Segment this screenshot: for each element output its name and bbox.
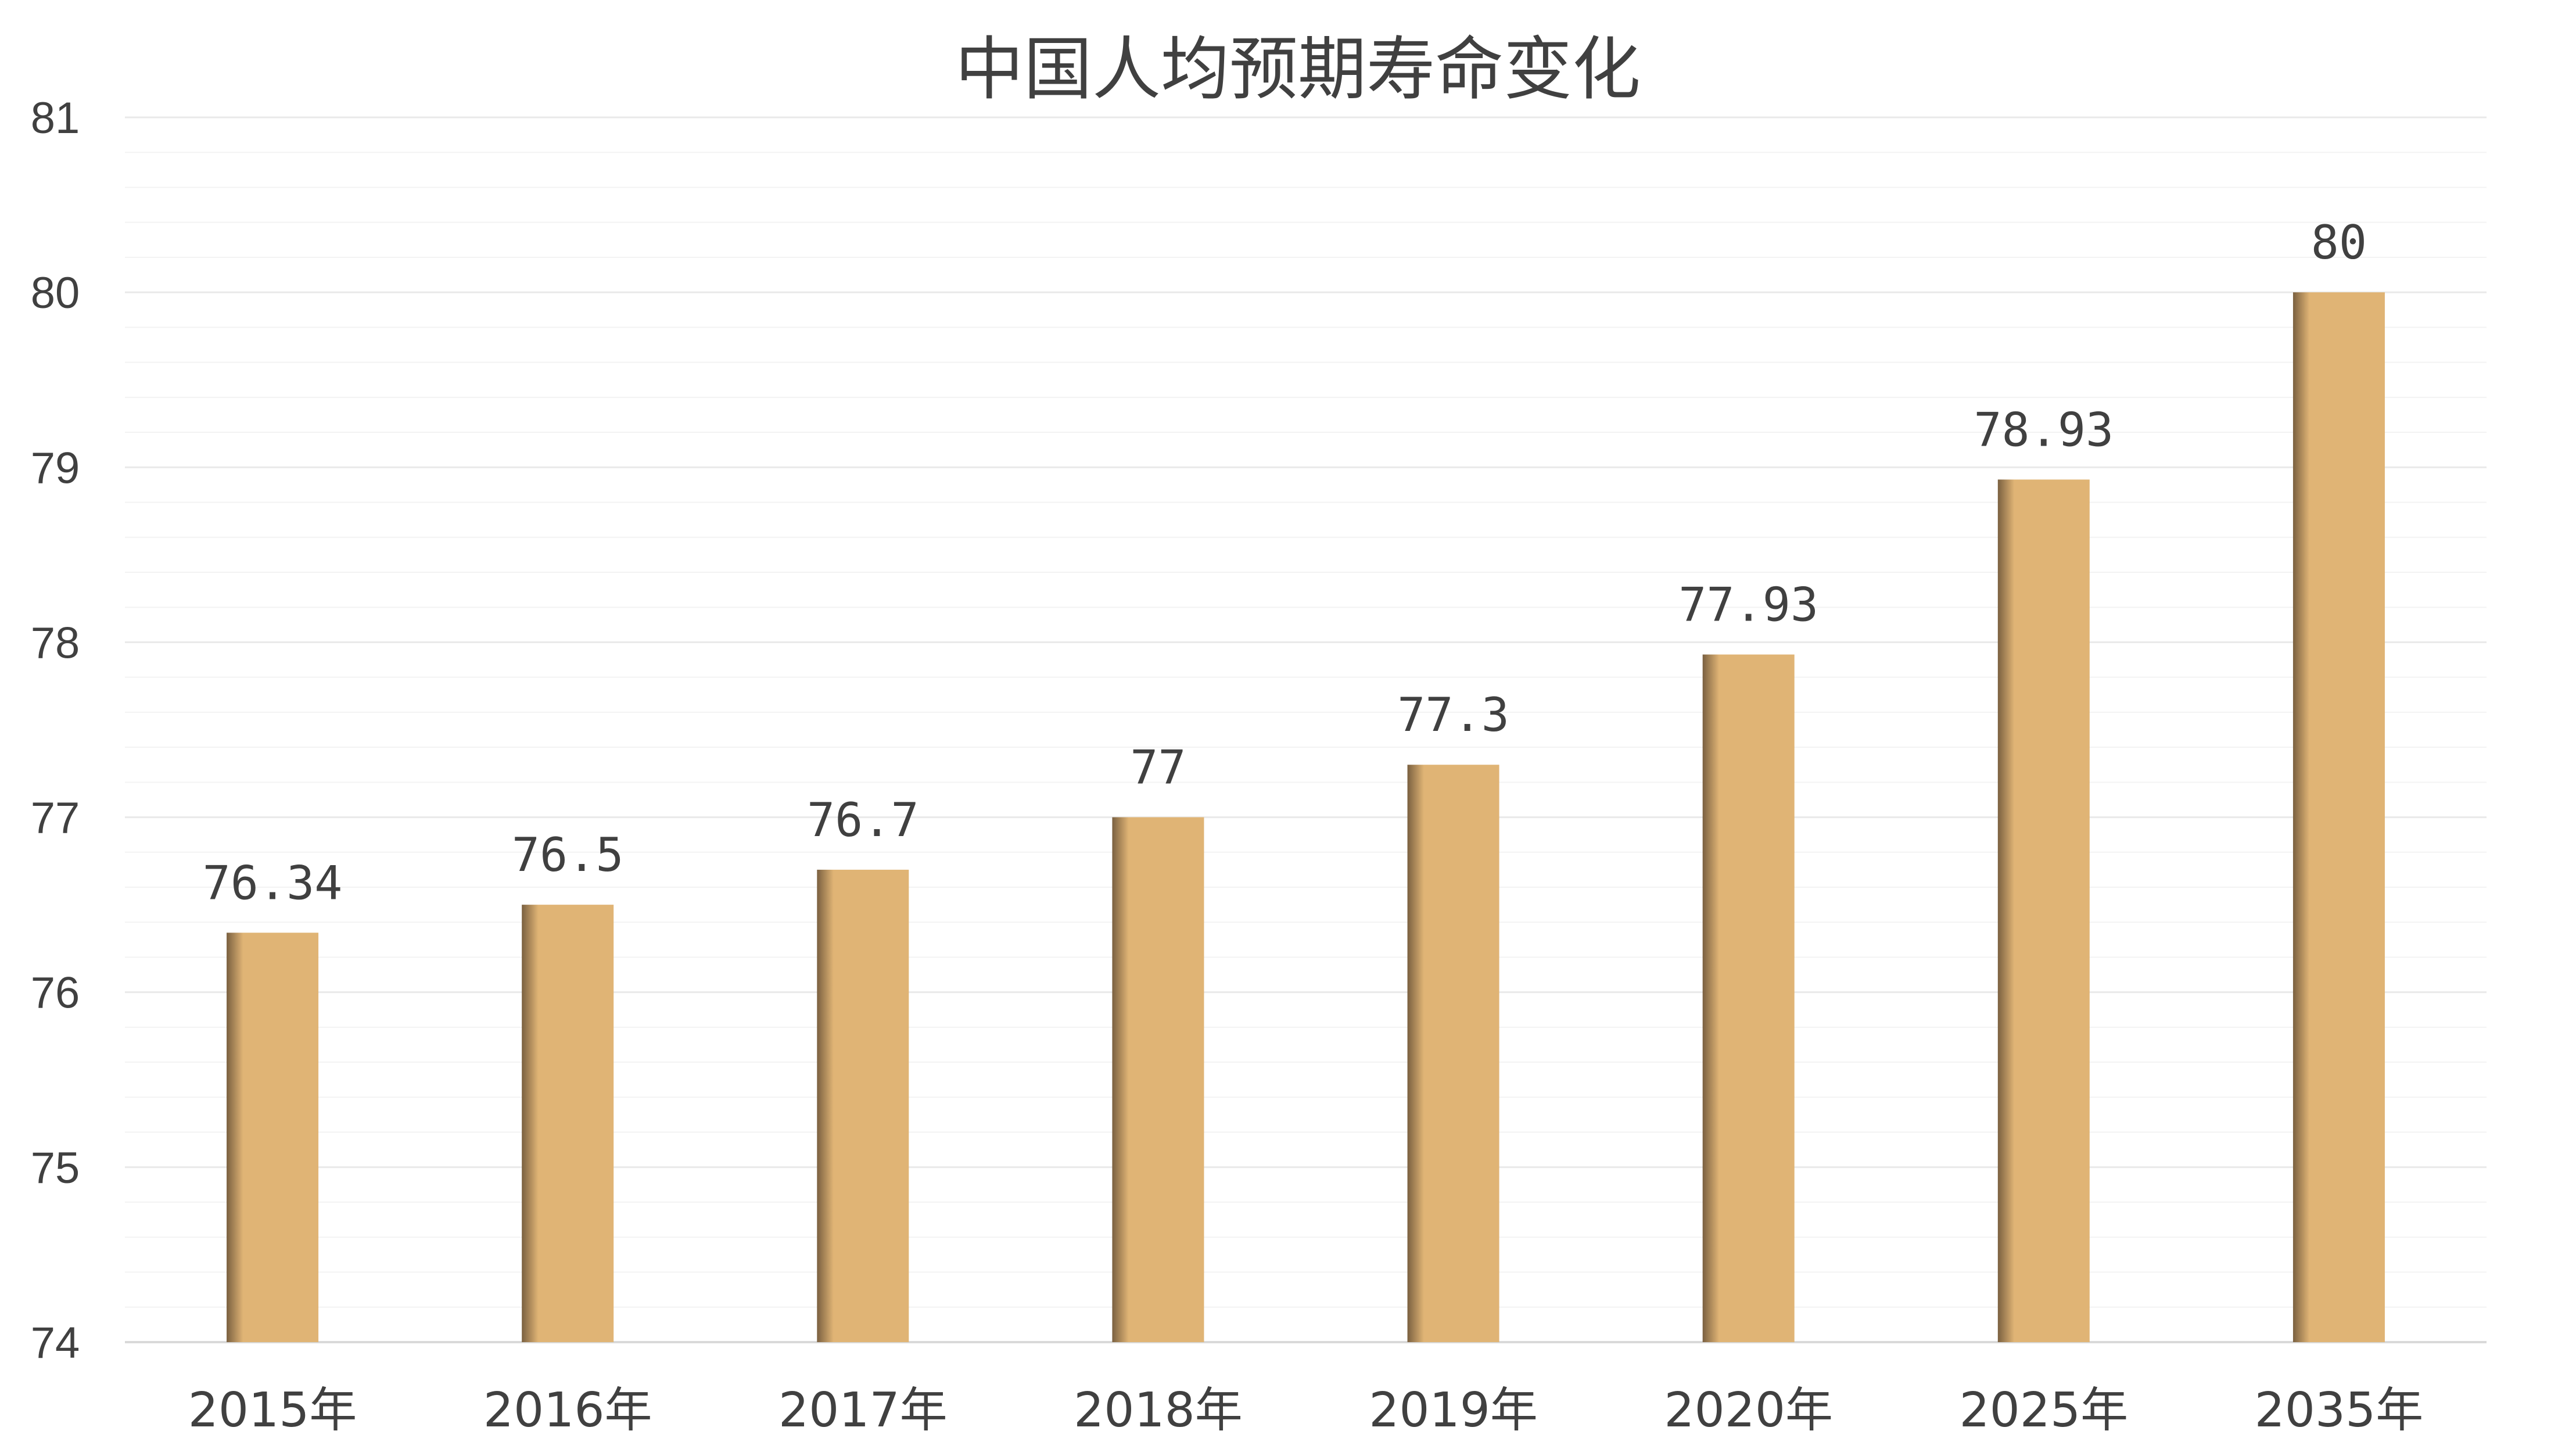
bar — [2292, 292, 2385, 1343]
x-tick-label: 2025年 — [1959, 1383, 2128, 1438]
x-tick-label: 2016年 — [483, 1383, 652, 1438]
bar — [1702, 654, 1795, 1342]
data-label: 78.93 — [1974, 403, 2114, 457]
x-tick-label: 2035年 — [2255, 1383, 2424, 1438]
y-tick-label: 77 — [31, 794, 80, 843]
y-tick-label: 74 — [31, 1318, 80, 1368]
chart-title: 中国人均预期寿命变化 — [955, 29, 1641, 109]
gridlines — [125, 116, 2487, 1343]
x-tick-label: 2019年 — [1369, 1383, 1538, 1438]
data-label: 77.93 — [1678, 578, 1818, 632]
y-tick-label: 81 — [31, 94, 80, 143]
bar — [227, 933, 319, 1342]
x-tick-label: 2020年 — [1664, 1383, 1833, 1438]
data-label: 76.5 — [512, 828, 624, 882]
data-label: 76.7 — [807, 793, 919, 847]
x-axis-ticks: 2015年 2016年 2017年 2018年 2019年 2020年 2025年 2035年 — [188, 1383, 2424, 1438]
data-label: 77 — [1130, 741, 1186, 795]
data-label: 80 — [2311, 216, 2367, 270]
y-tick-label: 78 — [31, 618, 80, 668]
bar — [1997, 479, 2090, 1342]
y-tick-label: 79 — [31, 443, 80, 493]
bar — [817, 869, 909, 1342]
bar — [1407, 765, 1499, 1342]
y-tick-label: 75 — [31, 1143, 80, 1193]
x-tick-label: 2015年 — [188, 1383, 357, 1438]
y-tick-label: 76 — [31, 969, 80, 1018]
x-tick-label: 2017年 — [778, 1383, 948, 1438]
y-tick-label: 80 — [31, 268, 80, 318]
bar — [522, 905, 614, 1342]
data-labels: 76.34 76.5 76.7 77 77.3 77.93 78.93 80 — [203, 216, 2367, 910]
y-axis-ticks: 74 75 76 77 78 79 80 81 — [31, 94, 80, 1368]
data-label: 77.3 — [1397, 688, 1509, 742]
x-tick-label: 2018年 — [1074, 1383, 1243, 1438]
bars — [227, 292, 2385, 1343]
bar — [1112, 817, 1204, 1342]
data-label: 76.34 — [203, 856, 343, 910]
